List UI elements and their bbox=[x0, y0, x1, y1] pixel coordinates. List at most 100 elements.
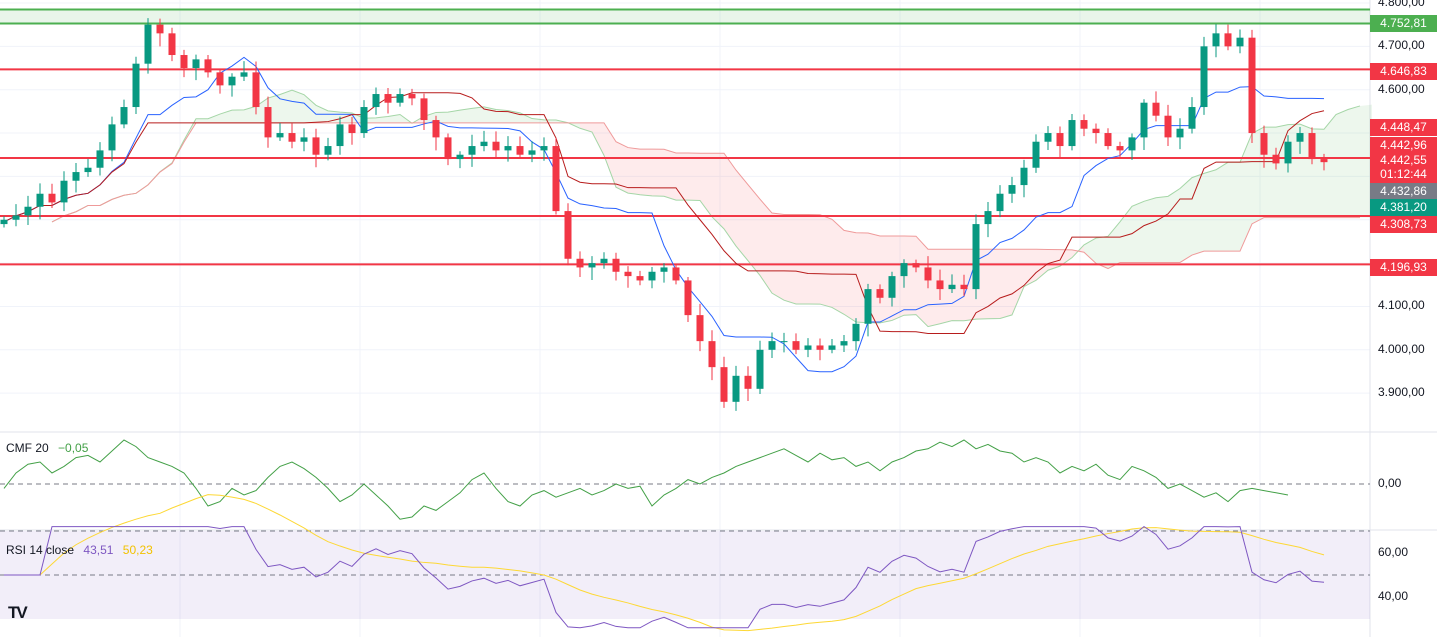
candle-body bbox=[1152, 102, 1160, 116]
candle-body bbox=[96, 150, 104, 168]
candle-body bbox=[1272, 154, 1280, 164]
ichimoku-cloud-segment bbox=[1024, 249, 1036, 287]
price-badge: 4.442,55 bbox=[1370, 152, 1437, 169]
kijun-sen-line bbox=[3, 92, 1325, 335]
candle-body bbox=[144, 24, 152, 64]
candle-body bbox=[936, 280, 944, 290]
ichimoku-cloud-segment bbox=[388, 114, 400, 123]
ichimoku-cloud-segment bbox=[448, 110, 460, 123]
candle-body bbox=[1212, 33, 1220, 47]
ichimoku-cloud-segment bbox=[832, 219, 844, 315]
candle-body bbox=[1044, 133, 1052, 142]
ichimoku-cloud-segment bbox=[376, 116, 388, 123]
candle-body bbox=[1284, 141, 1292, 164]
candle-body bbox=[444, 137, 452, 160]
ichimoku-cloud-segment bbox=[1168, 188, 1180, 263]
price-badge: 4.752,81 bbox=[1370, 15, 1437, 32]
ichimoku-cloud-segment bbox=[760, 199, 772, 294]
price-tick-label: 4.600,00 bbox=[1378, 81, 1425, 96]
candle-body bbox=[1224, 33, 1232, 47]
ichimoku-cloud-segment bbox=[208, 114, 220, 123]
candle-body bbox=[852, 323, 860, 342]
candle-body bbox=[732, 375, 740, 402]
candle-body bbox=[216, 72, 224, 86]
price-badge: 4.308,73 bbox=[1370, 216, 1437, 233]
price-tick-label: 3.900,00 bbox=[1378, 385, 1425, 400]
candle-body bbox=[840, 341, 848, 346]
ichimoku-cloud-segment bbox=[784, 214, 796, 304]
ichimoku-cloud-segment bbox=[700, 153, 712, 217]
candle-body bbox=[1164, 115, 1172, 138]
candle-body bbox=[1296, 133, 1304, 142]
ichimoku-cloud-segment bbox=[1360, 104, 1372, 218]
tradingview-logo[interactable]: TV bbox=[8, 603, 28, 622]
candle-body bbox=[600, 258, 608, 264]
candle-body bbox=[132, 63, 140, 108]
candle-body bbox=[360, 107, 368, 134]
candle-body bbox=[792, 341, 800, 350]
ichimoku-cloud-segment bbox=[1204, 169, 1216, 252]
ichimoku-cloud-segment bbox=[196, 118, 208, 123]
cmf-line bbox=[3, 439, 1289, 520]
ichimoku-cloud-segment bbox=[772, 213, 784, 301]
candle-body bbox=[612, 258, 620, 272]
candle-body bbox=[1068, 120, 1076, 147]
candle-body bbox=[972, 224, 980, 290]
candle-body bbox=[1176, 128, 1184, 138]
price-badge: 01:12:44 bbox=[1370, 166, 1437, 183]
ichimoku-cloud-segment bbox=[628, 147, 640, 195]
candle-body bbox=[684, 280, 692, 316]
candle-body bbox=[1200, 46, 1208, 108]
ichimoku-cloud-segment bbox=[1192, 173, 1204, 256]
ichimoku-cloud-segment bbox=[592, 122, 604, 156]
candle-body bbox=[588, 263, 596, 268]
ichimoku-cloud-segment bbox=[904, 236, 916, 316]
candle-body bbox=[636, 276, 644, 281]
candle-body bbox=[960, 284, 968, 290]
candle-body bbox=[1260, 133, 1268, 155]
ichimoku-cloud-segment bbox=[472, 106, 484, 123]
candle-body bbox=[300, 137, 308, 142]
candle-body bbox=[864, 289, 872, 324]
ichimoku-cloud-segment bbox=[1012, 249, 1024, 315]
candle-body bbox=[432, 120, 440, 138]
price-badge: 4.646,83 bbox=[1370, 63, 1437, 80]
ichimoku-cloud-segment bbox=[724, 153, 736, 247]
candle-body bbox=[60, 180, 68, 203]
candle-body bbox=[1056, 133, 1064, 147]
ichimoku-cloud-segment bbox=[1216, 162, 1228, 252]
rsi-name: RSI 14 close bbox=[6, 543, 75, 557]
candle-body bbox=[180, 55, 188, 69]
candle-body bbox=[1248, 37, 1256, 134]
candle-body bbox=[672, 267, 680, 281]
ichimoku-cloud-segment bbox=[520, 112, 532, 123]
candle-body bbox=[564, 211, 572, 259]
candle-body bbox=[372, 94, 380, 108]
ichimoku-cloud-segment bbox=[1108, 221, 1120, 269]
ichimoku-cloud-segment bbox=[232, 109, 244, 123]
candle-body bbox=[48, 193, 56, 203]
candle-body bbox=[540, 146, 548, 151]
candle-body bbox=[336, 124, 344, 147]
candle-body bbox=[264, 107, 272, 138]
ichimoku-cloud-segment bbox=[1000, 249, 1012, 319]
ichimoku-cloud-segment bbox=[844, 230, 856, 323]
candle-body bbox=[1080, 120, 1088, 129]
candle-body bbox=[768, 341, 776, 350]
ichimoku-cloud-segment bbox=[460, 108, 472, 123]
ichimoku-cloud-segment bbox=[1240, 133, 1252, 252]
candle-body bbox=[228, 76, 236, 86]
ichimoku-cloud-segment bbox=[280, 90, 292, 123]
ichimoku-cloud-segment bbox=[808, 214, 820, 305]
cmf-tick-label: 0,00 bbox=[1378, 476, 1402, 490]
candle-body bbox=[276, 133, 284, 138]
candle-body bbox=[528, 150, 536, 155]
candle-body bbox=[1104, 133, 1112, 147]
candle-body bbox=[384, 94, 392, 103]
ichimoku-cloud-segment bbox=[892, 236, 904, 321]
candle-body bbox=[1308, 133, 1316, 160]
ichimoku-cloud-segment bbox=[880, 236, 892, 323]
resistance-zone bbox=[0, 9, 1370, 24]
ichimoku-cloud-segment bbox=[1156, 196, 1168, 263]
